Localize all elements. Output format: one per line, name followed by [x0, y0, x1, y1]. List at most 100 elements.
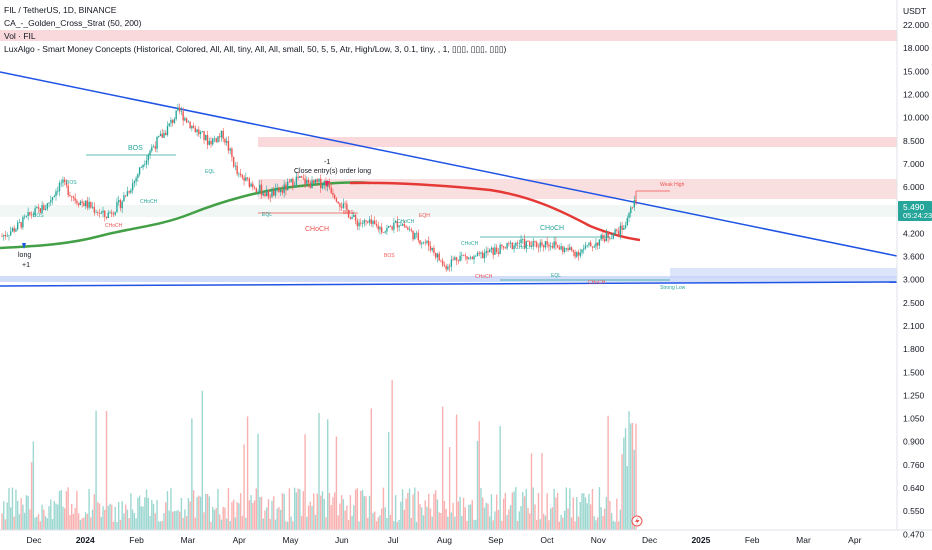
price-axis[interactable]: USDT 22.000 18.000 15.000 12.000 10.000 8.500…: [896, 0, 932, 539]
volume-bar: [285, 521, 287, 530]
volume-bar: [426, 506, 428, 530]
volume-bar: [332, 497, 334, 530]
volume-bar: [217, 488, 219, 530]
volume-bar: [117, 502, 120, 530]
volume-bar: [281, 493, 284, 530]
volume-bar: [483, 507, 486, 530]
indicator-smc[interactable]: LuxAlgo - Smart Money Concepts (Historic…: [4, 44, 507, 54]
candle-body: [20, 222, 22, 228]
volume-bar: [529, 513, 531, 530]
volume-bar: [501, 520, 503, 530]
volume-bar: [309, 501, 311, 530]
candle-body: [502, 246, 505, 248]
volume-bar: [112, 521, 115, 530]
candle-body: [570, 247, 573, 251]
volume-bar: [124, 504, 127, 530]
volume-bar: [367, 517, 369, 530]
candle-body: [208, 141, 210, 145]
candle-body: [213, 138, 216, 139]
candle-body: [189, 121, 191, 129]
volume-bar: [398, 519, 400, 530]
candle-body: [147, 154, 150, 161]
candle-body: [250, 183, 252, 187]
candle-body: [241, 175, 244, 178]
time-tick-label: Aug: [437, 535, 452, 545]
symbol-title[interactable]: FIL / TetherUS, 1D, BINANCE: [4, 5, 117, 15]
descending-trendline: [0, 71, 898, 257]
candle-body: [513, 245, 515, 250]
candle-body: [407, 227, 409, 230]
volume-bar: [490, 494, 493, 530]
volume-bar: [515, 487, 517, 530]
candle-body: [295, 176, 298, 185]
equilibrium-band: [0, 205, 897, 217]
current-price-badge: [898, 201, 932, 221]
candle-body: [246, 177, 249, 179]
candle-body: [419, 240, 421, 244]
candle-body: [370, 219, 372, 225]
choch-small-2: CHoCH: [140, 199, 158, 205]
volume-bar: [374, 511, 376, 530]
candle-body: [387, 226, 390, 228]
time-tick-label: Apr: [233, 535, 246, 545]
candle-body: [191, 125, 193, 129]
candle-body: [81, 201, 83, 203]
candle-body: [264, 193, 266, 197]
volume-bar: [424, 500, 426, 530]
volume-bar: [140, 506, 143, 530]
candles: [1, 103, 637, 273]
candle-body: [549, 245, 552, 247]
candle-body: [224, 138, 226, 143]
lightning-icon[interactable]: [631, 515, 643, 527]
candle-body: [428, 240, 430, 247]
candle-body: [306, 179, 308, 185]
volume-bar: [363, 495, 365, 530]
volume-bar: [539, 519, 541, 530]
candle-body: [234, 165, 237, 167]
indicator-golden-cross[interactable]: CA_-_Golden_Cross_Strat (50, 200): [4, 18, 142, 28]
candle-body: [539, 242, 541, 248]
candle-body: [60, 182, 62, 184]
candle-body: [192, 125, 195, 128]
candle-body: [471, 257, 473, 260]
volume-bar: [86, 513, 89, 530]
volume-bar: [128, 518, 130, 530]
candle-body: [1, 236, 3, 237]
volume-bar: [100, 517, 102, 530]
candle-body: [182, 111, 184, 121]
candle-body: [448, 266, 451, 268]
candle-body: [50, 200, 52, 203]
volume-bar: [158, 521, 160, 530]
candle-body: [297, 176, 299, 179]
volume-bar: [93, 494, 96, 530]
price-tick-label: 15.000: [903, 66, 929, 76]
time-axis[interactable]: Dec 2024 Feb Mar Apr May Jun Jul Aug Sep Oct Nov Dec…: [0, 529, 932, 545]
time-tick-label: Apr: [848, 535, 861, 545]
volume-bar: [323, 498, 325, 530]
candle-body: [628, 213, 630, 218]
candle-body: [598, 239, 601, 246]
candle-body: [603, 239, 606, 242]
volume-bar: [1, 513, 3, 530]
volume-bar: [10, 507, 12, 530]
candle-body: [626, 217, 628, 226]
volume-bar: [182, 517, 184, 530]
candle-body: [340, 206, 343, 208]
volume-bar: [271, 500, 273, 530]
volume-bar: [389, 514, 392, 530]
volume-bar: [152, 503, 155, 530]
volume-bar: [360, 490, 362, 530]
candle-body: [158, 136, 160, 138]
volume-bar: [79, 519, 82, 530]
volume-bar: [635, 423, 637, 530]
volume-bar: [283, 493, 285, 530]
volume-bar: [499, 426, 501, 530]
volume-bar: [522, 492, 524, 530]
candle-body: [351, 217, 353, 219]
candle-body: [414, 232, 416, 240]
candle-body: [117, 200, 120, 202]
indicator-volume[interactable]: Vol · FIL: [4, 31, 36, 41]
price-tick-label: 1.500: [903, 367, 925, 377]
volume-bar: [433, 493, 435, 530]
